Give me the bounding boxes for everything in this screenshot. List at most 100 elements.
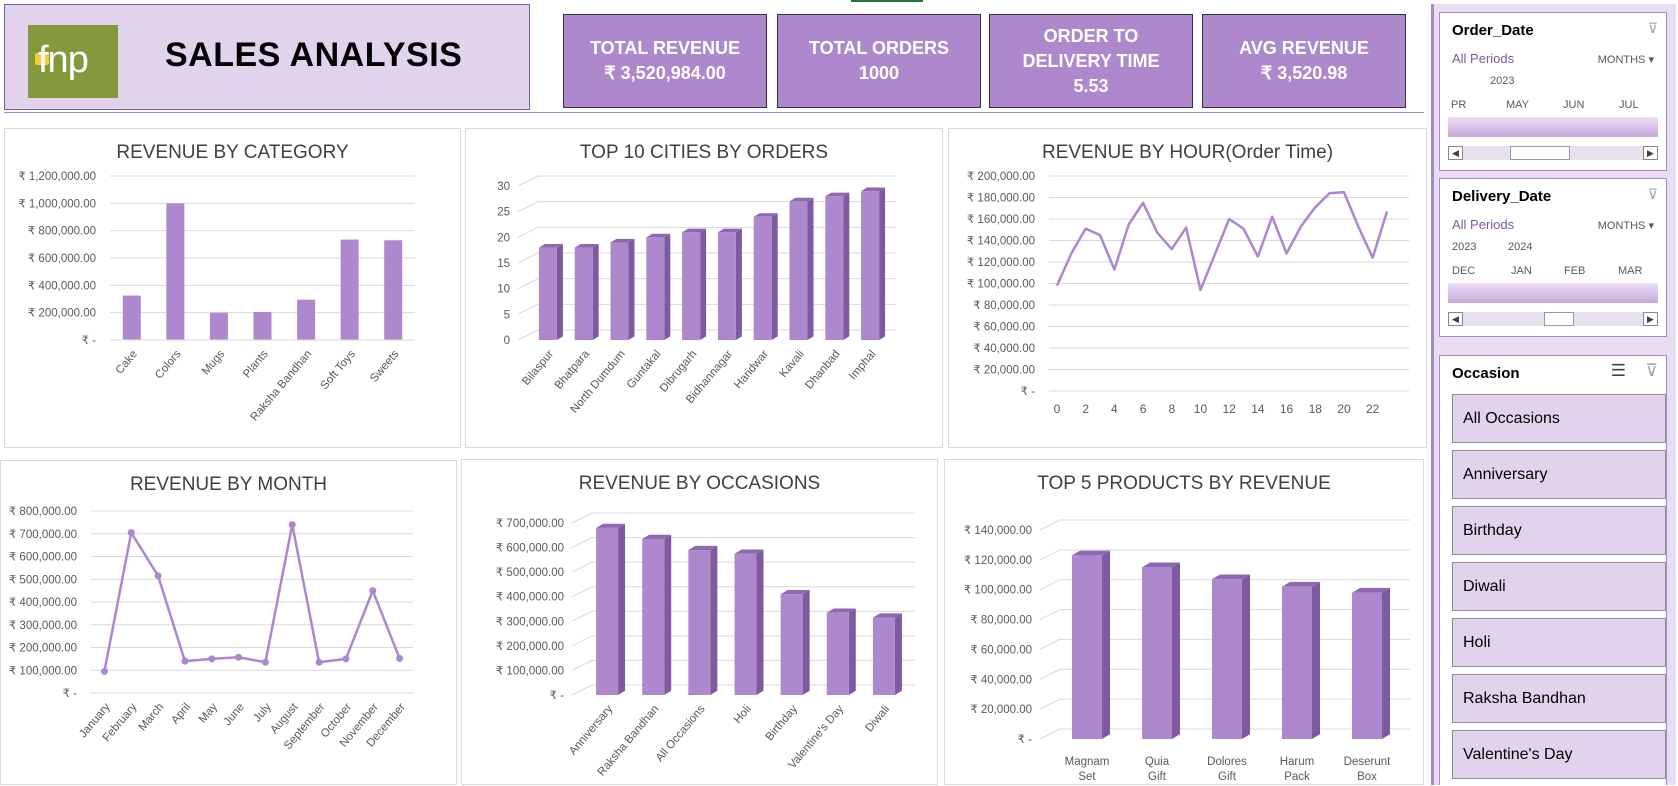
y-tick-label: ₹ 100,000.00: [967, 279, 1035, 291]
y-tick-label: ₹ 20,000.00: [970, 704, 1032, 716]
y-tick-label: ₹ 300,000.00: [496, 616, 564, 628]
x-tick-label: 22: [1366, 402, 1380, 416]
kpi-value: ₹ 3,520.98: [1261, 61, 1348, 86]
y-tick-label: ₹ 200,000.00: [28, 308, 96, 320]
y-tick-label: ₹ 700,000.00: [9, 529, 77, 541]
x-tick-label: 2: [1082, 402, 1089, 416]
x-tick-label: 8: [1168, 402, 1175, 416]
timeline-scrollbar[interactable]: ◀ ▶: [1448, 146, 1658, 160]
chart-revenue-by-category[interactable]: REVENUE BY CATEGORY ₹ -₹ 200,000.00₹ 400…: [4, 128, 461, 448]
clear-filter-icon[interactable]: ⊽: [1648, 20, 1658, 37]
occasion-item[interactable]: Anniversary: [1452, 450, 1666, 499]
timeline-bar[interactable]: [1448, 283, 1658, 303]
kpi-avg-revenue: AVG REVENUE ₹ 3,520.98: [1202, 14, 1406, 108]
all-periods-label[interactable]: All Periods: [1452, 51, 1514, 66]
order-date-timeline[interactable]: Order_Date ⊽ All Periods MONTHS ▾ 2023 P…: [1439, 12, 1667, 171]
bar: [341, 240, 359, 340]
bar-side: [803, 590, 810, 695]
scroll-thumb[interactable]: [1510, 146, 1570, 160]
bar-side: [700, 229, 706, 340]
x-tick-label: Box: [1357, 771, 1377, 783]
scroll-left-icon[interactable]: ◀: [1448, 146, 1463, 160]
bar: [688, 550, 710, 695]
data-point: [262, 659, 269, 666]
y-tick-label: ₹ 400,000.00: [28, 280, 96, 292]
y-tick-label: ₹ 1,200,000.00: [18, 171, 96, 183]
occasion-slicer[interactable]: Occasion ☰ ⊽ All Occasions Anniversary B…: [1439, 355, 1667, 785]
bar: [166, 203, 184, 340]
x-tick-label: June: [222, 701, 247, 728]
bar: [123, 296, 141, 340]
scroll-right-icon[interactable]: ▶: [1643, 146, 1658, 160]
time-level-dropdown[interactable]: MONTHS ▾: [1598, 53, 1654, 66]
y-tick-label: ₹ -: [63, 688, 78, 700]
timeline-scrollbar[interactable]: ◀ ▶: [1448, 312, 1658, 326]
year-label: 2024: [1508, 241, 1532, 253]
bar-side: [1172, 563, 1180, 739]
clear-filter-icon[interactable]: ⊽: [1648, 186, 1658, 203]
y-tick-label: ₹ -: [1018, 734, 1033, 746]
all-periods-label[interactable]: All Periods: [1452, 217, 1514, 232]
data-point: [235, 654, 242, 661]
x-tick-label: Plants: [241, 348, 271, 380]
x-tick-label: Soft Toys: [318, 348, 358, 392]
scroll-thumb[interactable]: [1544, 312, 1574, 326]
x-tick-label: Guntakal: [625, 348, 664, 391]
chart-top-5-products-by-revenue[interactable]: TOP 5 PRODUCTS BY REVENUE ₹ -₹ 20,000.00…: [944, 459, 1424, 785]
bar: [1072, 555, 1102, 739]
y-tick-label: 25: [497, 207, 510, 219]
x-tick-label: Deserunt: [1344, 756, 1391, 768]
gridline: [518, 176, 896, 186]
occasion-item[interactable]: All Occasions: [1452, 394, 1666, 443]
y-tick-label: ₹ 180,000.00: [967, 193, 1035, 205]
chart-canvas: ₹ -₹ 100,000.00₹ 200,000.00₹ 300,000.00₹…: [1, 461, 458, 786]
month-label: JUL: [1619, 99, 1639, 111]
bar: [384, 240, 402, 340]
data-point: [316, 659, 323, 666]
chart-canvas: ₹ -₹ 20,000.00₹ 40,000.00₹ 60,000.00₹ 80…: [945, 460, 1425, 786]
y-tick-label: ₹ 80,000.00: [970, 615, 1032, 627]
multi-select-icon[interactable]: ☰: [1611, 361, 1626, 381]
scroll-right-icon[interactable]: ▶: [1643, 312, 1658, 326]
bar-side: [710, 546, 717, 695]
occasion-item[interactable]: Valentine's Day: [1452, 730, 1666, 779]
occasion-item[interactable]: Raksha Bandhan: [1452, 674, 1666, 723]
occasion-item[interactable]: Diwali: [1452, 562, 1666, 611]
timeline-bar[interactable]: [1448, 117, 1658, 137]
y-tick-label: ₹ 800,000.00: [9, 506, 77, 518]
x-tick-label: Anniversary: [567, 703, 615, 757]
data-point: [396, 655, 403, 662]
bar: [1352, 593, 1382, 739]
occasion-item[interactable]: Birthday: [1452, 506, 1666, 555]
x-tick-label: Cake: [114, 348, 140, 376]
bar: [1282, 587, 1312, 739]
y-tick-label: ₹ 120,000.00: [964, 555, 1032, 567]
kpi-value: 1000: [859, 61, 899, 86]
time-level-label: MONTHS: [1598, 220, 1646, 232]
x-tick-label: 20: [1337, 402, 1351, 416]
scroll-left-icon[interactable]: ◀: [1448, 312, 1463, 326]
bar: [575, 248, 593, 340]
time-level-dropdown[interactable]: MONTHS ▾: [1598, 219, 1654, 232]
data-point: [155, 572, 162, 579]
x-tick-label: Bilaspur: [520, 348, 556, 388]
y-tick-label: ₹ 400,000.00: [9, 597, 77, 609]
bar: [718, 232, 736, 340]
series-line: [1057, 192, 1387, 290]
kpi-total-revenue: TOTAL REVENUE ₹ 3,520,984.00: [563, 14, 767, 108]
delivery-date-timeline[interactable]: Delivery_Date ⊽ All Periods MONTHS ▾ 202…: [1439, 178, 1667, 337]
chart-revenue-by-month[interactable]: REVENUE BY MONTH ₹ -₹ 100,000.00₹ 200,00…: [0, 460, 457, 785]
bar-side: [757, 550, 764, 695]
occasion-item[interactable]: Holi: [1452, 618, 1666, 667]
y-tick-label: ₹ 1,000,000.00: [18, 198, 96, 210]
x-tick-label: Gift: [1218, 771, 1237, 783]
x-tick-label: All Occasions: [654, 703, 708, 764]
bar-side: [629, 239, 635, 340]
bar: [682, 232, 700, 340]
chart-revenue-by-hour[interactable]: REVENUE BY HOUR(Order Time) ₹ -₹ 20,000.…: [948, 128, 1427, 448]
time-level-label: MONTHS: [1598, 54, 1646, 66]
clear-filter-icon[interactable]: ⊽: [1646, 361, 1658, 381]
bar: [254, 312, 272, 340]
chart-revenue-by-occasions[interactable]: REVENUE BY OCCASIONS ₹ -₹ 100,000.00₹ 20…: [461, 459, 938, 785]
